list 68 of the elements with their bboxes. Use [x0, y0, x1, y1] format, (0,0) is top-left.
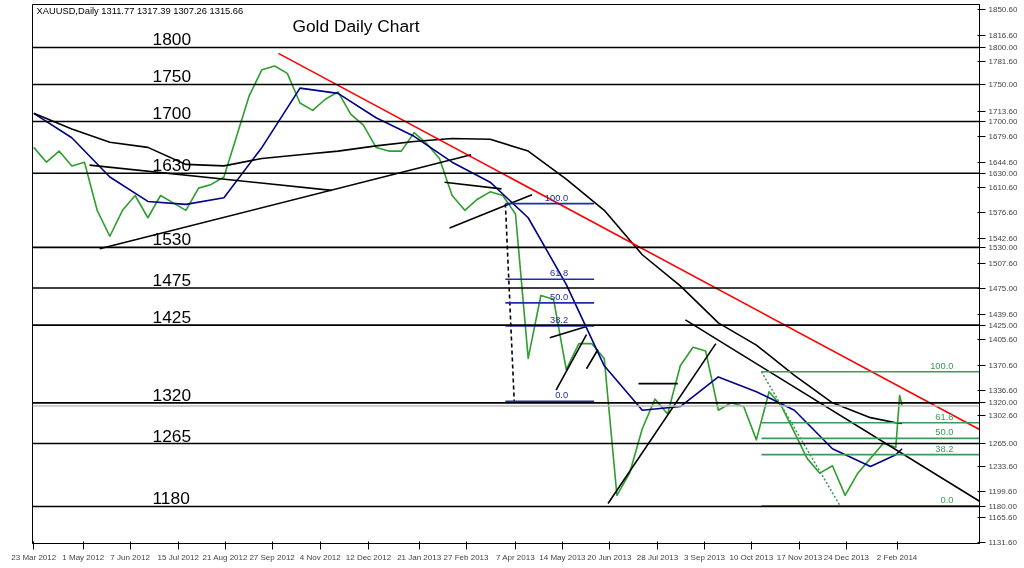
ref-line-label: 1530	[152, 229, 192, 250]
x-tick-label: 2 Feb 2014	[876, 552, 918, 562]
x-tick-label: 15 Jul 2012	[157, 552, 200, 562]
y-tick-label: 1679.60	[988, 132, 1018, 142]
series-label: 61.8	[935, 411, 954, 422]
ref-line-label: 1800	[152, 29, 192, 50]
text: Gold Daily Chart	[292, 15, 420, 36]
ref-line-label: 1475	[152, 270, 192, 291]
y-tick-label: 1644.60	[988, 158, 1018, 167]
y-tick-label: 1425.00	[988, 320, 1018, 330]
x-tick-label: 12 Dec 2012	[345, 552, 392, 562]
x-tick-label: 1 May 2012	[62, 552, 105, 562]
ref-line-label: 1630	[152, 155, 192, 176]
y-tick-label: 1180.00	[988, 501, 1018, 511]
y-tick-label: 1800.00	[988, 42, 1018, 52]
y-tick-label: 1816.60	[988, 30, 1018, 40]
y-tick-label: 1576.60	[988, 208, 1018, 218]
x-tick-label: 21 Aug 2012	[202, 552, 248, 562]
y-tick-label: 1336.60	[988, 386, 1018, 396]
series-label: 100.0	[930, 360, 954, 371]
y-tick-label: 1439.60	[988, 309, 1018, 319]
x-tick-label: 23 Mar 2012	[11, 552, 57, 562]
y-tick-label: 1850.60	[988, 5, 1018, 15]
ref-line-label: 1180	[152, 488, 190, 509]
ref-line-label: 1700	[152, 103, 192, 124]
x-tick-label: 7 Apr 2013	[495, 552, 536, 562]
y-tick-label: 1700.00	[988, 116, 1018, 126]
x-tick-label: 7 Jun 2012	[110, 552, 151, 562]
y-tick-label: 1370.60	[988, 360, 1018, 370]
y-tick-label: 1750.00	[988, 79, 1018, 89]
x-tick-label: 24 Dec 2013	[823, 552, 870, 562]
y-tick-label: 1630.00	[988, 168, 1018, 178]
x-tick-label: 28 Jul 2013	[636, 552, 679, 562]
x-tick-label: 10 Oct 2013	[729, 552, 774, 562]
x-tick-label: 4 Nov 2012	[299, 552, 342, 562]
ref-line-label: 1425	[152, 307, 192, 328]
x-tick-label: 27 Sep 2012	[249, 552, 296, 562]
x-tick-label: 17 Nov 2013	[776, 552, 823, 562]
ref-line-label: 1750	[152, 66, 192, 87]
y-tick-label: 1475.00	[988, 283, 1018, 293]
y-tick-label: 1507.60	[988, 259, 1018, 269]
y-tick-label: 1131.60	[988, 537, 1018, 547]
y-tick-label: 1713.60	[988, 106, 1018, 116]
series-label: 50.0	[935, 427, 954, 438]
series-label: 0.0	[940, 494, 954, 505]
y-tick-label: 1405.60	[988, 334, 1018, 344]
y-tick-label: 1781.60	[988, 56, 1018, 66]
y-tick-label: 1233.60	[988, 462, 1018, 472]
x-tick-label: 20 Jun 2013	[587, 552, 632, 562]
y-tick-label: 1265.00	[988, 439, 1018, 449]
series-label: 50.0	[549, 291, 569, 302]
y-tick-label: 1199.60	[988, 487, 1018, 497]
y-tick-label: 1320.00	[988, 398, 1018, 408]
series-label: 38.2	[935, 443, 954, 454]
series-label: 100.0	[544, 192, 569, 203]
x-tick-label: 21 Jan 2013	[397, 552, 442, 562]
x-tick-label: 14 May 2013	[539, 552, 587, 562]
y-tick-label: 1165.60	[988, 512, 1018, 522]
y-tick-label: 1610.60	[988, 183, 1018, 193]
annotation: XAUUSD,Daily 1311.77 1317.39 1307.26 1315.66	[36, 5, 244, 16]
series-label: 0.0	[555, 390, 569, 401]
x-tick-label: 3 Sep 2013	[683, 552, 726, 562]
y-tick-label: 1530.00	[988, 242, 1018, 252]
x-tick-label: 27 Feb 2013	[443, 552, 490, 562]
y-tick-label: 1542.60	[988, 233, 1018, 243]
ref-line-label: 1265	[152, 425, 192, 446]
ref-line-label: 1320	[152, 384, 192, 405]
y-tick-label: 1302.60	[988, 411, 1018, 421]
